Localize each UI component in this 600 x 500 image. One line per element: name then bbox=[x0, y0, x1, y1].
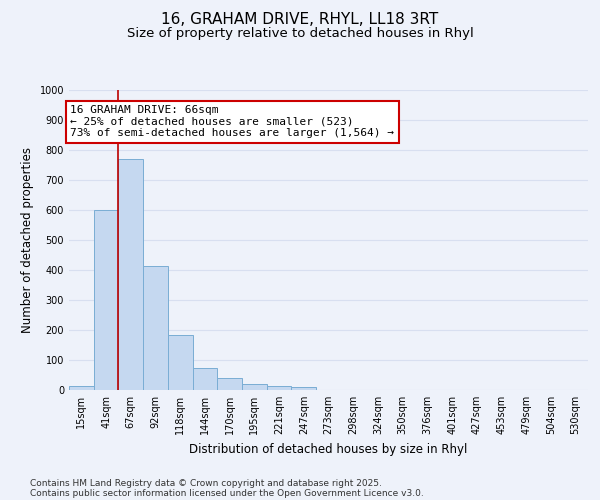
Bar bbox=[118, 159, 143, 390]
Text: Contains HM Land Registry data © Crown copyright and database right 2025.: Contains HM Land Registry data © Crown c… bbox=[30, 478, 382, 488]
X-axis label: Distribution of detached houses by size in Rhyl: Distribution of detached houses by size … bbox=[190, 442, 467, 456]
Bar bbox=[94, 210, 118, 390]
Text: Contains public sector information licensed under the Open Government Licence v3: Contains public sector information licen… bbox=[30, 488, 424, 498]
Bar bbox=[292, 387, 316, 390]
Text: 16 GRAHAM DRIVE: 66sqm
← 25% of detached houses are smaller (523)
73% of semi-de: 16 GRAHAM DRIVE: 66sqm ← 25% of detached… bbox=[70, 105, 394, 138]
Bar bbox=[217, 378, 242, 390]
Bar bbox=[69, 386, 94, 390]
Bar bbox=[242, 384, 267, 390]
Y-axis label: Number of detached properties: Number of detached properties bbox=[21, 147, 34, 333]
Text: Size of property relative to detached houses in Rhyl: Size of property relative to detached ho… bbox=[127, 28, 473, 40]
Bar bbox=[143, 266, 168, 390]
Bar bbox=[193, 368, 217, 390]
Text: 16, GRAHAM DRIVE, RHYL, LL18 3RT: 16, GRAHAM DRIVE, RHYL, LL18 3RT bbox=[161, 12, 439, 28]
Bar bbox=[267, 386, 292, 390]
Bar bbox=[168, 334, 193, 390]
